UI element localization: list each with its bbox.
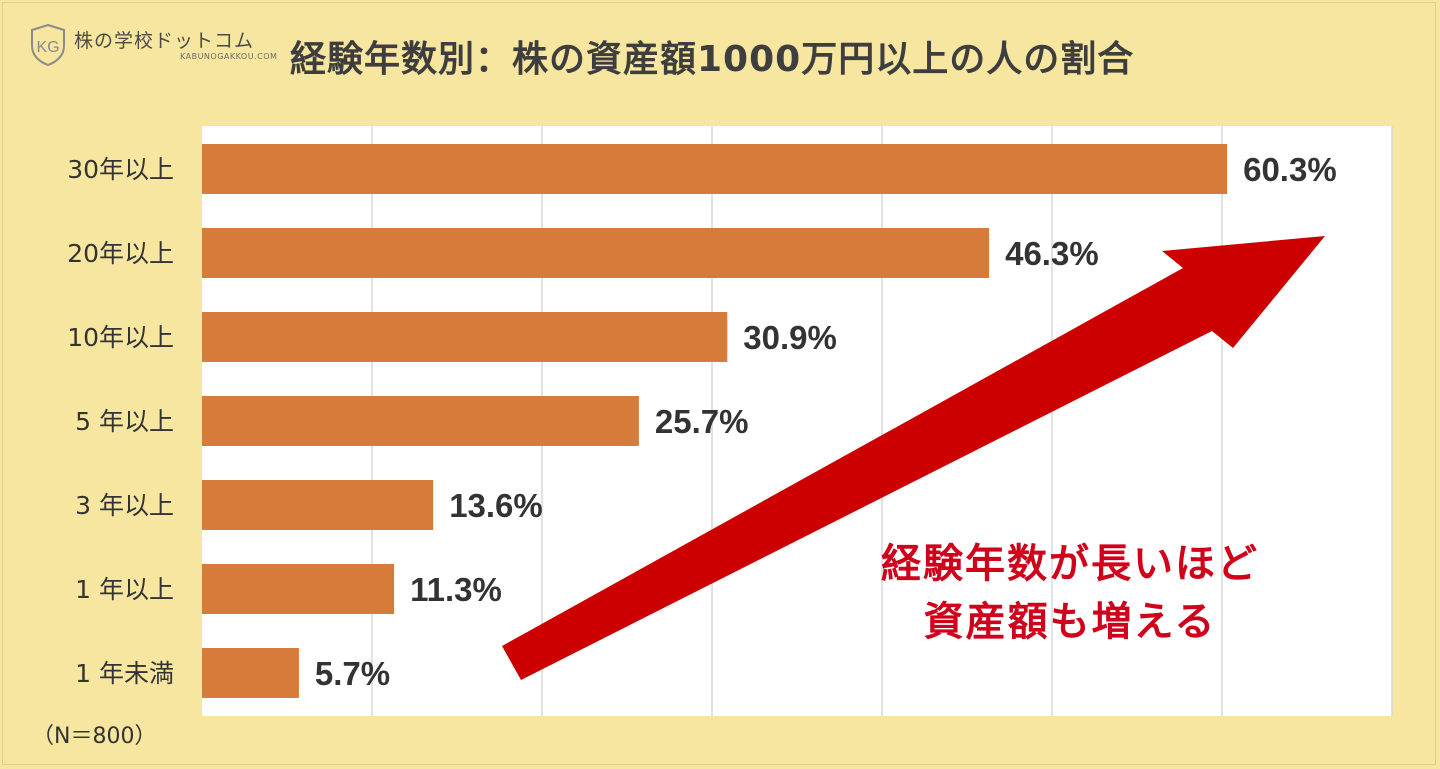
category-label: 5 年以上 xyxy=(75,407,174,436)
value-label: 25.7% xyxy=(655,403,749,440)
logo: KG 株の学校ドットコム KABUNOGAKKOU.COM xyxy=(30,24,280,68)
category-label: 20年以上 xyxy=(67,239,174,268)
callout: 経験年数が長いほど 資産額も増える xyxy=(830,535,1310,651)
bar xyxy=(202,564,395,614)
bar xyxy=(202,228,990,278)
chart-title: 経験年数別：株の資産額1000万円以上の人の割合 xyxy=(290,39,1135,80)
callout-line-1: 経験年数が長いほど xyxy=(881,541,1259,587)
bars xyxy=(202,144,1228,698)
category-label: 30年以上 xyxy=(67,155,174,184)
callout-line-2: 資産額も増える xyxy=(923,599,1217,645)
category-label: 3 年以上 xyxy=(75,491,174,520)
sample-size-note: （N＝800） xyxy=(32,724,157,749)
logo-mark: KG xyxy=(36,39,59,56)
trend-arrow xyxy=(502,236,1325,680)
category-label: 10年以上 xyxy=(67,323,174,352)
value-label: 13.6% xyxy=(449,487,543,524)
shield-logo-icon: KG xyxy=(31,24,65,66)
value-label: 30.9% xyxy=(743,319,837,356)
bar xyxy=(202,648,299,698)
category-labels: 30年以上 20年以上 10年以上 5 年以上 3 年以上 1 年以上 1 年未満 xyxy=(67,155,174,688)
value-label: 46.3% xyxy=(1005,235,1099,272)
bar xyxy=(202,312,728,362)
bar xyxy=(202,480,434,530)
category-label: 1 年未満 xyxy=(75,659,174,688)
logo-url: KABUNOGAKKOU.COM xyxy=(180,52,278,61)
bar xyxy=(202,144,1228,194)
value-labels: 60.3% 46.3% 30.9% 25.7% 13.6% 11.3% 5.7% xyxy=(315,151,1337,692)
trend-arrow-icon xyxy=(502,236,1325,680)
category-label: 1 年以上 xyxy=(75,575,174,604)
logo-name: 株の学校ドットコム xyxy=(74,30,255,52)
value-label: 5.7% xyxy=(315,655,390,692)
value-label: 60.3% xyxy=(1243,151,1337,188)
bar xyxy=(202,396,639,446)
value-label: 11.3% xyxy=(410,571,502,608)
